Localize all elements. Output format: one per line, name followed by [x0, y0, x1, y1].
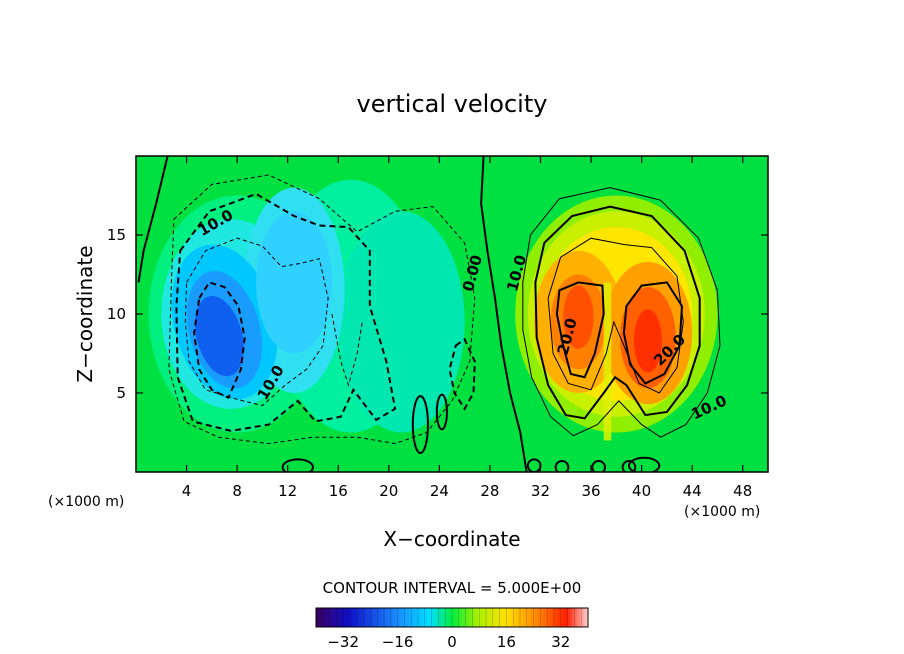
contour-small-cell [281, 458, 314, 472]
colorbar-tick-label: −16 [382, 633, 414, 651]
contour-minus-5 [168, 174, 476, 445]
velocity-blob [338, 211, 465, 433]
contour-plus-20 [555, 281, 605, 379]
velocity-blob [256, 211, 332, 354]
contour-zero [137, 156, 169, 283]
colorbar-ticks: −32 −16 0 16 32 [327, 633, 570, 651]
x-tick-label: 44 [683, 482, 702, 500]
colorbar-tick-label: 32 [551, 633, 570, 651]
contour-zero [480, 156, 528, 472]
velocity-blob [563, 285, 594, 349]
y-tick-label: 10 [107, 305, 126, 323]
x-unit-left: (×1000 m) [48, 494, 124, 510]
colorbar-tick-label: 0 [447, 633, 457, 651]
x-unit-right: (×1000 m) [684, 504, 760, 520]
y-tick-label: 15 [107, 226, 126, 244]
x-tick-label: 16 [329, 482, 348, 500]
contour-lines [137, 156, 721, 472]
chart-title: vertical velocity [357, 90, 548, 118]
contour-small-cell [621, 459, 637, 472]
y-axis: 5 10 15 [107, 226, 768, 402]
contour-plus-10 [534, 205, 701, 420]
velocity-gap [603, 282, 612, 441]
contour-small-cell [554, 459, 570, 472]
contour-interval-label: CONTOUR INTERVAL = 5.000E+00 [323, 579, 582, 597]
y-axis-title: Z−coordinate [73, 245, 97, 382]
contour-plus-20 [622, 281, 684, 385]
velocity-blob [634, 309, 662, 373]
contour-small-cell [411, 395, 429, 455]
colorbar-tick-label: 16 [497, 633, 516, 651]
x-tick-label: 32 [531, 482, 550, 500]
contour-minus-15 [184, 237, 329, 407]
colorbar-divisions [315, 608, 589, 627]
contour-minus-10 [331, 313, 363, 387]
contour-plus-15 [547, 237, 684, 394]
contour-small-cell [435, 393, 448, 431]
contour-minus-20 [193, 281, 246, 400]
x-tick-label: 4 [182, 482, 192, 500]
plot-area [136, 156, 768, 472]
x-axis-title: X−coordinate [383, 527, 520, 551]
x-tick-label: 8 [232, 482, 242, 500]
contour-minus-5 [448, 337, 476, 411]
contour-small-cell [627, 456, 661, 472]
x-tick-label: 20 [379, 482, 398, 500]
contour-plus-5 [522, 187, 721, 438]
x-tick-label: 36 [581, 482, 600, 500]
x-axis: 4 8 12 16 20 24 28 32 36 40 44 48 [182, 156, 752, 500]
colorbar: −32 −16 0 16 32 [315, 607, 589, 651]
x-tick-label: 48 [733, 482, 752, 500]
x-tick-label: 28 [480, 482, 499, 500]
x-tick-label: 12 [278, 482, 297, 500]
contour-small-cell [591, 459, 606, 472]
contour-minus-10 [175, 192, 397, 432]
colorbar-tick-label: −32 [327, 633, 359, 651]
x-tick-label: 40 [632, 482, 651, 500]
colorbar-gradient [315, 607, 589, 628]
x-tick-label: 24 [430, 482, 449, 500]
y-tick-label: 5 [116, 384, 126, 402]
velocity-blob [195, 296, 244, 377]
